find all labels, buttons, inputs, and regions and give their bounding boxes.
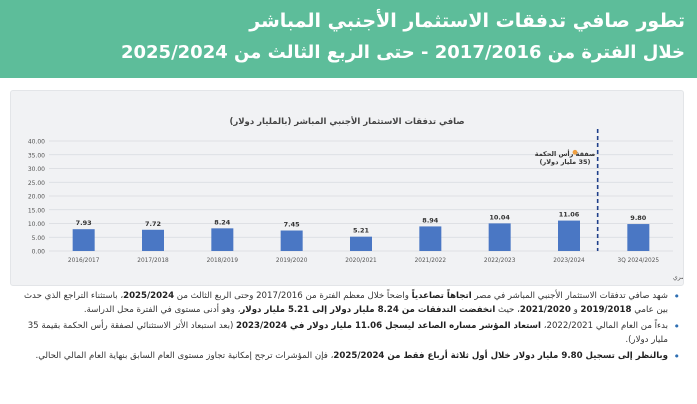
- annotation-marker: [572, 149, 578, 155]
- bar: [419, 226, 442, 251]
- bullet-dot-icon: •: [673, 350, 681, 363]
- header-banner: تطور صافي تدفقات الاستثمار الأجنبي المبا…: [0, 0, 697, 78]
- bullet-text: بدءاً من العام المالي 2022/2021،: [540, 321, 668, 331]
- chart-title: صافي تدفقات الاستثمار الأجنبي المباشر (ب…: [229, 116, 464, 127]
- bar: [142, 229, 164, 251]
- page-subtitle: خلال الفترة من 2017/2016 - حتى الربع الث…: [120, 42, 685, 63]
- bar: [558, 220, 580, 251]
- data-label: 7.93: [76, 219, 92, 227]
- y-tick-label: 0.00: [32, 249, 46, 256]
- data-label: 7.72: [145, 220, 161, 228]
- bullet-text: ، فإن المؤشرات ترجح إمكانية تجاوز مستوى …: [35, 351, 334, 361]
- bullet-dot-icon: •: [673, 290, 681, 303]
- x-tick-label: 3Q 2024/2025: [618, 258, 660, 264]
- data-label: 7.45: [284, 221, 301, 229]
- bullet-text-bold: اتجاهاً تصاعدياً: [411, 291, 472, 301]
- bullet-text-bold: 2019/2018: [580, 304, 632, 315]
- y-tick-label: 15.00: [28, 207, 45, 214]
- x-tick-label: 2016/2017: [68, 258, 100, 264]
- x-tick-label: 2020/2021: [345, 258, 377, 264]
- bullet-text-bold: 2021/2020: [519, 304, 571, 315]
- bullet-text: ، وهو أدنى مستوى في الفترة محل الدراسة.: [83, 304, 241, 315]
- bullet-item: • شهد صافي تدفقات الاستثمار الأجنبي المبا…: [12, 290, 682, 317]
- bar: [488, 223, 511, 251]
- data-label: 8.24: [214, 218, 231, 226]
- annotation-line2: (35 مليار دولار): [540, 158, 591, 166]
- y-tick-label: 35.00: [28, 152, 45, 159]
- chart-panel: صافي تدفقات الاستثمار الأجنبي المباشر (ب…: [10, 90, 684, 286]
- bullet-dot-icon: •: [673, 320, 681, 333]
- annotation-line1: صفقة رأس الحكمة: [535, 149, 595, 158]
- bullet-text: شهد صافي تدفقات الاستثمار الأجنبي المباش…: [471, 291, 668, 301]
- bullet-text: (بعد استبعاد الأثر الاستثنائي لصفقة رأس …: [27, 321, 668, 345]
- chart-source: المصدر: البنك المركزي المصري: [673, 274, 683, 281]
- bar: [211, 228, 234, 251]
- bullet-text: ، باستثناء التراجع الذي حدث بين عامي: [23, 291, 668, 315]
- x-tick-label: 2017/2018: [137, 258, 169, 264]
- bullet-text-bold: انخفضت التدفقات من 8.24 مليار دولار إلى …: [240, 304, 496, 315]
- data-label: 8.94: [422, 216, 439, 224]
- y-tick-label: 25.00: [28, 180, 45, 187]
- bullet-text: واضحاً خلال معظم الفترة من 2017/2016 وحت…: [174, 291, 412, 301]
- data-label: 5.21: [353, 227, 370, 235]
- bullet-item: • بدءاً من العام المالي 2022/2021، استعاد…: [12, 320, 682, 347]
- y-tick-label: 10.00: [28, 221, 45, 228]
- page-title: تطور صافي تدفقات الاستثمار الأجنبي المبا…: [249, 10, 685, 32]
- x-tick-label: 2019/2020: [276, 258, 308, 264]
- bar: [72, 229, 95, 251]
- commentary-list: • شهد صافي تدفقات الاستثمار الأجنبي المبا…: [12, 290, 682, 367]
- bar: [350, 236, 372, 251]
- data-label: 11.06: [559, 211, 580, 219]
- bullet-text: ، حيث: [495, 304, 520, 315]
- bullet-item: • وبالنظر إلى تسجيل 9.80 مليار دولار خلال…: [12, 350, 682, 364]
- data-label: 9.80: [630, 214, 647, 222]
- data-label: 10.04: [489, 213, 510, 221]
- bar: [627, 224, 650, 251]
- x-tick-label: 2022/2023: [484, 258, 516, 264]
- bullet-text: و: [570, 304, 581, 315]
- y-tick-label: 40.00: [28, 139, 45, 146]
- bar: [280, 230, 303, 251]
- fdi-bar-chart: صافي تدفقات الاستثمار الأجنبي المباشر (ب…: [28, 116, 683, 281]
- y-tick-label: 20.00: [28, 194, 45, 201]
- bullet-text-bold: وبالنظر إلى تسجيل 9.80 مليار دولار خلال …: [333, 351, 668, 361]
- bullet-text-bold: استعاد المؤشر مساره الصاعد ليسجل 11.06 م…: [236, 321, 541, 331]
- y-tick-label: 5.00: [32, 235, 46, 242]
- bullet-text-bold: 2025/2024: [123, 291, 175, 301]
- y-tick-label: 30.00: [28, 166, 45, 173]
- x-tick-label: 2018/2019: [207, 258, 239, 264]
- x-tick-label: 2023/2024: [553, 258, 585, 264]
- x-tick-label: 2021/2022: [415, 258, 447, 264]
